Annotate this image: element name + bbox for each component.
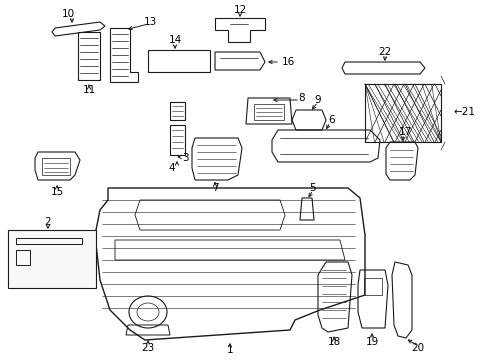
Text: 5: 5 bbox=[309, 183, 316, 193]
Text: 9: 9 bbox=[314, 95, 321, 105]
Text: 18: 18 bbox=[326, 337, 340, 347]
Text: 7: 7 bbox=[211, 183, 218, 193]
Text: 19: 19 bbox=[365, 337, 378, 347]
Text: 4: 4 bbox=[168, 163, 175, 173]
Text: 1: 1 bbox=[226, 345, 233, 355]
Text: 8: 8 bbox=[298, 93, 305, 103]
Text: 12: 12 bbox=[233, 5, 246, 15]
Text: 20: 20 bbox=[410, 343, 424, 353]
Text: 3: 3 bbox=[182, 153, 188, 163]
Text: 16: 16 bbox=[282, 57, 295, 67]
Text: 22: 22 bbox=[378, 47, 391, 57]
Text: 11: 11 bbox=[82, 85, 96, 95]
Text: 10: 10 bbox=[61, 9, 74, 19]
Text: 13: 13 bbox=[143, 17, 156, 27]
Text: 2: 2 bbox=[44, 217, 51, 227]
Text: 23: 23 bbox=[141, 343, 154, 353]
Text: 14: 14 bbox=[168, 35, 181, 45]
Text: ←21: ←21 bbox=[453, 107, 475, 117]
Polygon shape bbox=[8, 230, 96, 288]
Text: 6: 6 bbox=[328, 115, 335, 125]
Text: 15: 15 bbox=[50, 187, 63, 197]
Text: 17: 17 bbox=[398, 127, 411, 137]
